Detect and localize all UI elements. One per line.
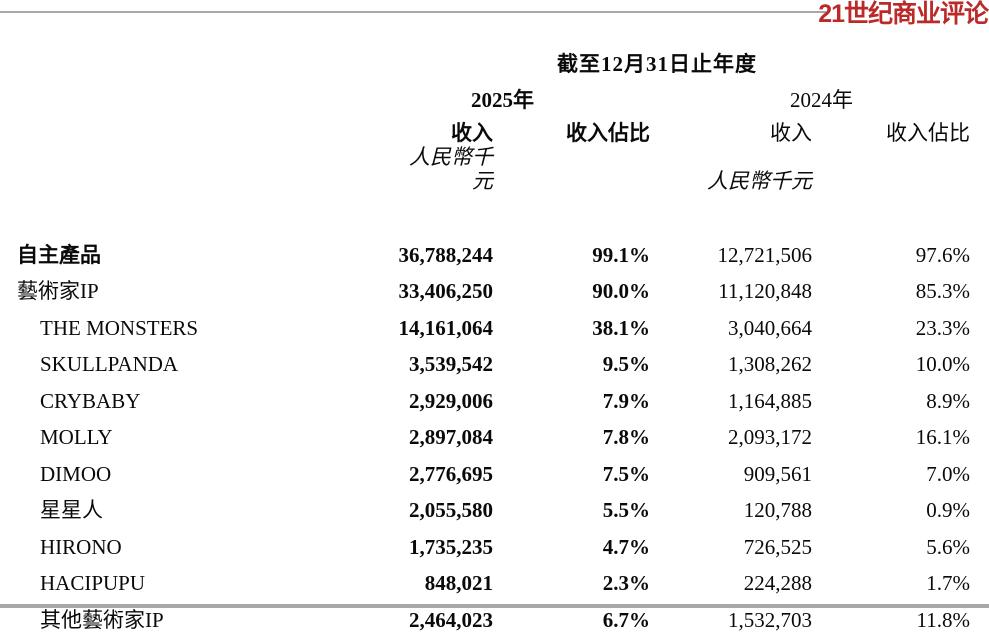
row-label: CRYBABY	[40, 388, 141, 413]
table-row: DIMOO 2,776,695 7.5% 909,561 7.0%	[17, 452, 970, 489]
revenue-2024-value: 3,040,664	[728, 315, 812, 340]
empty-cell	[493, 145, 650, 193]
table-row: 藝術家IP 33,406,250 90.0% 11,120,848 85.3%	[17, 270, 970, 307]
share-2024-value: 0.9%	[926, 498, 970, 523]
table-row: HIRONO 1,735,235 4.7% 726,525 5.6%	[17, 525, 970, 562]
year-2024-header: 2024年	[790, 87, 853, 112]
year-2025-header: 2025年	[471, 87, 534, 112]
period-header-row: 截至12月31日止年度	[17, 44, 970, 76]
revenue-2025-value: 2,897,084	[409, 425, 493, 450]
row-label: 自主產品	[17, 242, 101, 267]
share-2025-value: 9.5%	[602, 352, 650, 377]
row-label: SKULLPANDA	[40, 352, 179, 377]
row-label: 藝術家IP	[17, 279, 99, 304]
revenue-2024-value: 224,288	[743, 571, 812, 596]
revenue-2025-value: 2,055,580	[409, 498, 493, 523]
revenue-2025-value: 14,161,064	[398, 315, 494, 340]
year-header-row: 2025年 2024年	[17, 76, 970, 112]
share-2024-value: 1.7%	[926, 571, 970, 596]
share-2025-value: 7.9%	[602, 388, 650, 413]
row-label: HACIPUPU	[40, 571, 146, 596]
empty-cell	[17, 44, 390, 76]
revenue-2025-value: 2,929,006	[409, 388, 493, 413]
col-header-revenue-2025: 收入	[451, 120, 493, 145]
share-2025-value: 4.7%	[602, 534, 650, 559]
revenue-2024-value: 1,164,885	[728, 388, 812, 413]
table-row: 自主產品 36,788,244 99.1% 12,721,506 97.6%	[17, 233, 970, 270]
share-2025-value: 99.1%	[592, 242, 650, 267]
share-2025-value: 5.5%	[602, 498, 650, 523]
unit-header-row: 人民幣千元 人民幣千元	[17, 145, 970, 193]
revenue-2025-value: 848,021	[424, 571, 493, 596]
share-2024-value: 8.9%	[926, 388, 970, 413]
share-2025-value: 38.1%	[592, 315, 650, 340]
empty-cell	[17, 145, 390, 193]
share-2024-value: 5.6%	[926, 534, 970, 559]
table-row: 星星人 2,055,580 5.5% 120,788 0.9%	[17, 489, 970, 526]
table-row: HACIPUPU 848,021 2.3% 224,288 1.7%	[17, 562, 970, 599]
row-label: THE MONSTERS	[40, 315, 199, 340]
publication-logo: 21世纪商业评论	[818, 0, 989, 28]
year-2024-cell: 2024年	[650, 76, 853, 112]
revenue-2024-value: 11,120,848	[718, 279, 812, 304]
col-header-share-2024: 收入佔比	[886, 120, 970, 145]
row-label: HIRONO	[40, 534, 122, 559]
top-divider	[0, 11, 826, 13]
share-2025-value: 90.0%	[592, 279, 650, 304]
share-2024-value: 16.1%	[915, 425, 970, 450]
share-2025-value: 7.5%	[602, 461, 650, 486]
table-row: THE MONSTERS 14,161,064 38.1% 3,040,664 23.3…	[17, 306, 970, 343]
col-header-revenue-2024: 收入	[770, 120, 812, 145]
revenue-2024-value: 1,308,262	[728, 352, 812, 377]
share-2024-value: 10.0%	[915, 352, 970, 377]
revenue-2025-value: 2,776,695	[409, 461, 493, 486]
table-row: CRYBABY 2,929,006 7.9% 1,164,885 8.9%	[17, 379, 970, 416]
revenue-2025-value: 36,788,244	[398, 242, 494, 267]
year-2025-cell: 2025年	[390, 76, 534, 112]
empty-cell	[17, 112, 390, 145]
share-2024-value: 23.3%	[915, 315, 970, 340]
revenue-2024-value: 726,525	[743, 534, 812, 559]
revenue-table: 截至12月31日止年度 2025年 2024年 收入 收入佔比 收入 收入佔比 …	[17, 44, 970, 635]
table-row: SKULLPANDA 3,539,542 9.5% 1,308,262 10.0%	[17, 343, 970, 380]
row-label: MOLLY	[40, 425, 113, 450]
col-header-share-2025: 收入佔比	[566, 120, 650, 145]
unit-label-2024: 人民幣千元	[707, 169, 812, 194]
revenue-2025-value: 1,735,235	[409, 534, 493, 559]
empty-cell	[17, 76, 390, 112]
revenue-2024-value: 12,721,506	[717, 242, 813, 267]
revenue-2025-value: 33,406,250	[398, 279, 494, 304]
revenue-2024-value: 120,788	[743, 498, 812, 523]
empty-cell	[812, 145, 970, 193]
row-label: 星星人	[40, 498, 103, 523]
table-row: MOLLY 2,897,084 7.8% 2,093,172 16.1%	[17, 416, 970, 453]
period-header: 截至12月31日止年度	[557, 51, 757, 76]
column-header-row: 收入 收入佔比 收入 收入佔比	[17, 112, 970, 145]
revenue-2025-value: 3,539,542	[409, 352, 493, 377]
share-2024-value: 85.3%	[915, 279, 970, 304]
share-2025-value: 2.3%	[602, 571, 650, 596]
row-label: DIMOO	[40, 461, 112, 486]
revenue-2024-value: 909,561	[743, 461, 812, 486]
header-body-spacer	[17, 193, 970, 233]
revenue-2024-value: 2,093,172	[728, 425, 812, 450]
share-2025-value: 7.8%	[602, 425, 650, 450]
share-2024-value: 7.0%	[926, 461, 970, 486]
unit-label-2025: 人民幣千元	[409, 145, 493, 194]
bottom-divider	[0, 604, 989, 608]
share-2024-value: 97.6%	[915, 242, 970, 267]
